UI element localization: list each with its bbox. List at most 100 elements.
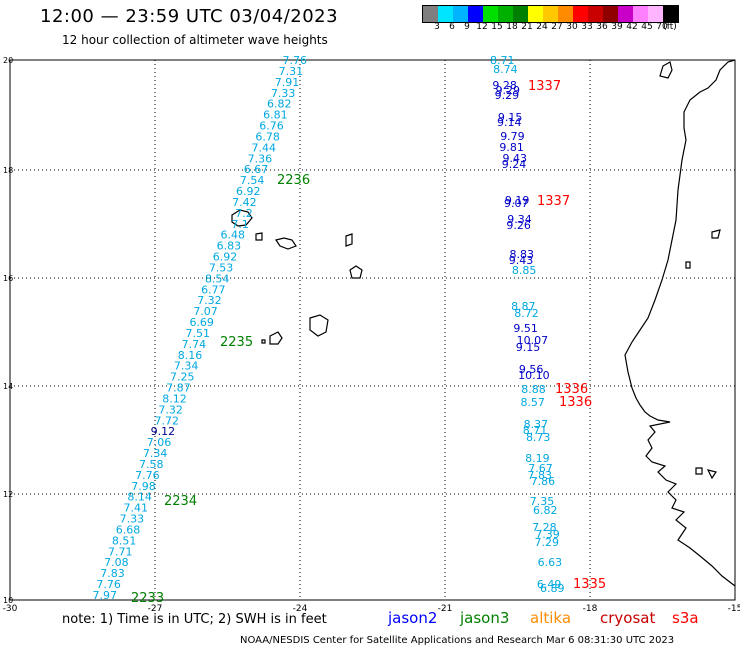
longitude-label: -21	[438, 604, 453, 614]
wave-height-value: 6.77	[201, 283, 226, 296]
wave-height-value: 7.35	[530, 495, 555, 508]
wave-height-value: 8.57	[520, 396, 545, 409]
wave-height-value: 6.48	[220, 229, 245, 242]
wave-height-value: 7.07	[193, 305, 218, 318]
wave-height-value: 6.63	[538, 556, 563, 569]
scale-label: 9	[464, 22, 470, 32]
latitude-label: 20	[3, 56, 13, 65]
scale-swatch	[558, 6, 573, 22]
wave-height-value: 8.88	[521, 383, 546, 396]
longitude-label: -15	[728, 604, 740, 614]
wave-height-value: 7.97	[93, 589, 118, 602]
wave-height-value: 6.78	[255, 130, 280, 143]
wave-height-value: 6.92	[236, 185, 261, 198]
scale-swatch	[648, 6, 663, 22]
wave-height-value: 7.25	[170, 371, 195, 384]
wave-height-value: 9.29	[495, 89, 520, 102]
scale-label: 33	[581, 22, 593, 32]
scale-label: 12	[476, 22, 488, 32]
wave-height-value: 7.08	[104, 556, 129, 569]
wave-height-value: 7.2	[235, 207, 253, 220]
wave-height-value: 7.42	[232, 196, 257, 209]
chart-title: 12:00 — 23:59 UTC 03/04/2023	[40, 6, 339, 27]
scale-label: 45	[641, 22, 653, 32]
wave-height-value: 7.28	[532, 521, 557, 534]
scale-label: 18	[506, 22, 518, 32]
wave-height-value: 6.67	[244, 163, 269, 176]
scale-swatch	[543, 6, 558, 22]
scale-swatch	[528, 6, 543, 22]
pass-time-label: 1336	[559, 395, 592, 410]
wave-height-value: 7.44	[251, 141, 276, 154]
scale-swatch	[513, 6, 528, 22]
wave-height-value: 8.14	[127, 491, 152, 504]
longitude-label: -30	[3, 604, 18, 614]
scale-label: 3	[434, 22, 440, 32]
scale-label: 24	[536, 22, 548, 32]
wave-height-value: 7.91	[275, 76, 300, 89]
wave-height-value: 8.85	[512, 264, 537, 277]
wave-height-value: 9.81	[499, 141, 524, 154]
legend-item-jason3: jason3	[460, 609, 510, 627]
wave-height-value: 8.12	[162, 392, 187, 405]
scale-label: 39	[611, 22, 623, 32]
scale-swatch	[438, 6, 453, 22]
wave-height-value: 8.74	[493, 63, 518, 76]
pass-time-label: 1335	[573, 577, 606, 592]
wave-height-value: 7.51	[186, 327, 211, 340]
wave-height-value: 9.19	[505, 194, 530, 207]
footer-note: note: 1) Time is in UTC; 2) SWH is in fe…	[62, 612, 327, 627]
wave-height-value: 6.81	[263, 109, 288, 122]
scale-swatch	[453, 6, 468, 22]
scale-label: 21	[521, 22, 533, 32]
credit-line: NOAA/NESDIS Center for Satellite Applica…	[240, 635, 675, 646]
wave-height-value: 9.29	[496, 84, 521, 97]
wave-height-value: 7.33	[120, 513, 145, 526]
pass-time-label: 1337	[528, 79, 561, 94]
wave-height-value: 7.34	[174, 360, 199, 373]
wave-height-value: 9.15	[498, 111, 522, 124]
wave-height-value: 8.19	[525, 452, 550, 465]
wave-height-value: 7.32	[158, 403, 183, 416]
wave-height-value: 7.58	[139, 458, 164, 471]
wave-height-value: 8.37	[524, 418, 549, 431]
map-frame	[9, 59, 736, 601]
wave-height-value: 9.56	[519, 363, 544, 376]
legend-item-s3a: s3a	[672, 609, 699, 627]
wave-height-value: 6.49	[537, 578, 562, 591]
pass-time-label: 1337	[537, 194, 570, 209]
pass-time-label: 2235	[220, 335, 253, 350]
wave-height-value: 9.14	[497, 116, 522, 129]
color-scale	[422, 5, 679, 23]
longitude-label: -24	[293, 604, 308, 614]
wave-height-value: 9.28	[492, 79, 516, 92]
wave-height-value: 6.68	[116, 523, 141, 536]
wave-height-value: 8.16	[178, 349, 203, 362]
latitude-label: 10	[3, 596, 13, 605]
wave-height-value: 10.10	[518, 369, 550, 382]
wave-height-value: 7.72	[155, 414, 180, 427]
wave-height-value: 7.86	[531, 475, 556, 488]
scale-swatch	[423, 6, 438, 22]
scale-label: 36	[596, 22, 608, 32]
wave-height-value: 6.82	[533, 504, 558, 517]
wave-height-value: 7.29	[534, 536, 559, 549]
wave-height-value: 7.53	[209, 261, 234, 274]
wave-height-value: 9.07	[504, 197, 529, 210]
wave-height-value: 9.24	[502, 158, 526, 171]
wave-height-value: 7.67	[528, 462, 553, 475]
wave-height-value: 7.71	[108, 545, 133, 558]
scale-swatch	[588, 6, 603, 22]
legend-item-cryosat: cryosat	[600, 609, 656, 627]
wave-height-value: 8.83	[510, 248, 535, 261]
chart-subtitle: 12 hour collection of altimeter wave hei…	[62, 33, 328, 47]
scale-swatch	[633, 6, 648, 22]
longitude-label: -27	[148, 604, 163, 614]
wave-height-value: 6.82	[267, 98, 292, 111]
wave-height-value: 7.33	[271, 87, 296, 100]
scale-swatch	[618, 6, 633, 22]
pass-time-label: 2236	[277, 173, 310, 188]
wave-height-value: 7.34	[143, 447, 168, 460]
wave-height-value: 9.51	[513, 322, 538, 335]
wave-height-value: 6.76	[259, 120, 284, 133]
